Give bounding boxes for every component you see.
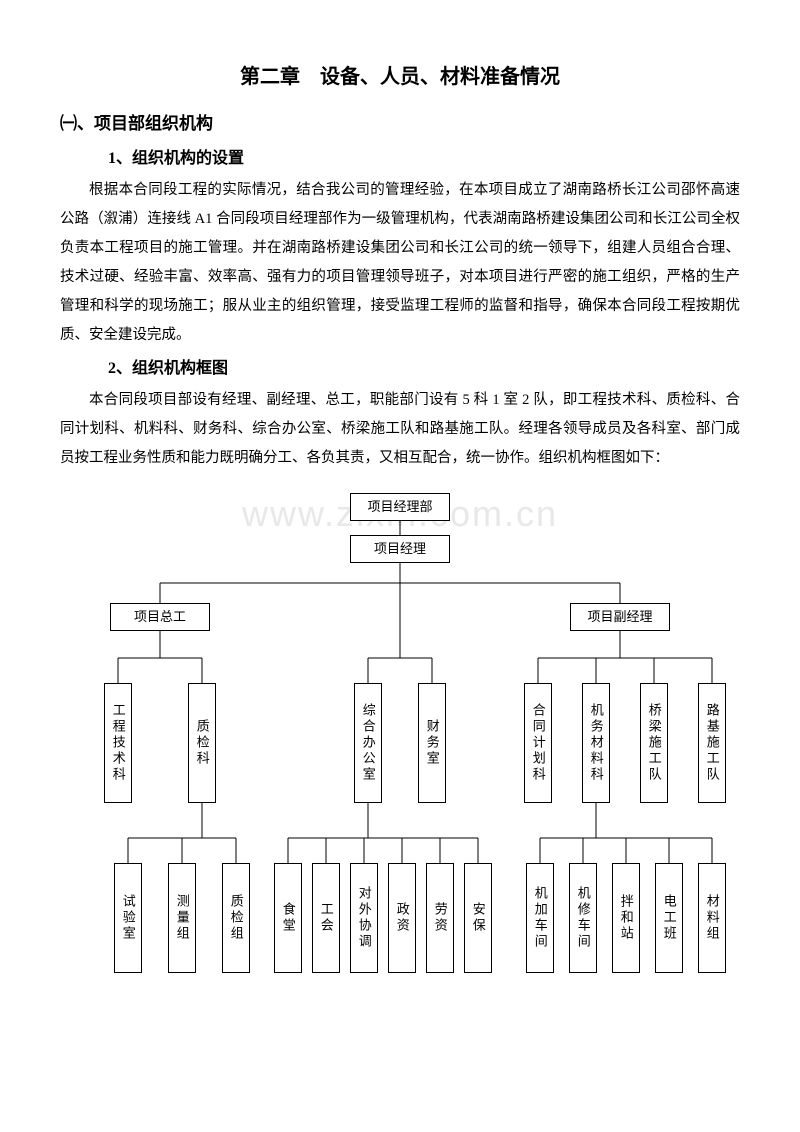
paragraph-1: 根据本合同段工程的实际情况，结合我公司的管理经验，在本项目成立了湖南路桥长江公司… [60, 176, 740, 350]
node-l3-right-0: 机加车间 [526, 863, 554, 973]
node-l2-mid-0: 综合办公室 [354, 683, 382, 803]
paragraph-2: 本合同段项目部设有经理、副经理、总工，职能部门设有 5 科 1 室 2 队，即工… [60, 386, 740, 473]
org-chart: 项目经理部 项目经理 项目总工 项目副经理 工程技术科 质检科 综合办公室 财务… [60, 493, 740, 1053]
node-l2-left-1: 质检科 [188, 683, 216, 803]
node-l3-right-2: 拌和站 [612, 863, 640, 973]
subheading-1: 1、组织机构的设置 [108, 144, 740, 168]
node-l2-right-0: 合同计划科 [524, 683, 552, 803]
node-l3-right-4: 材料组 [698, 863, 726, 973]
node-l2-left-0: 工程技术科 [104, 683, 132, 803]
node-l3-right-1: 机修车间 [569, 863, 597, 973]
node-l3-mid-4: 劳资 [426, 863, 454, 973]
node-l2-right-2: 桥梁施工队 [640, 683, 668, 803]
node-l3-mid-3: 政资 [388, 863, 416, 973]
node-vice-mgr: 项目副经理 [570, 603, 670, 631]
node-l3-left-2: 质检组 [222, 863, 250, 973]
node-l3-mid-2: 对外协调 [350, 863, 378, 973]
node-l2-right-1: 机务材料科 [582, 683, 610, 803]
node-manager: 项目经理 [350, 535, 450, 563]
node-l3-mid-1: 工会 [312, 863, 340, 973]
node-l2-right-3: 路基施工队 [698, 683, 726, 803]
node-root: 项目经理部 [350, 493, 450, 521]
section-heading-1: ㈠、项目部组织机构 [60, 109, 740, 134]
chapter-title: 第二章 设备、人员、材料准备情况 [60, 60, 740, 89]
node-l3-left-1: 测量组 [168, 863, 196, 973]
node-chief-eng: 项目总工 [110, 603, 210, 631]
node-l3-mid-5: 安保 [464, 863, 492, 973]
node-l2-mid-1: 财务室 [418, 683, 446, 803]
node-l3-left-0: 试验室 [114, 863, 142, 973]
node-l3-mid-0: 食堂 [274, 863, 302, 973]
node-l3-right-3: 电工班 [655, 863, 683, 973]
subheading-2: 2、组织机构框图 [108, 354, 740, 378]
